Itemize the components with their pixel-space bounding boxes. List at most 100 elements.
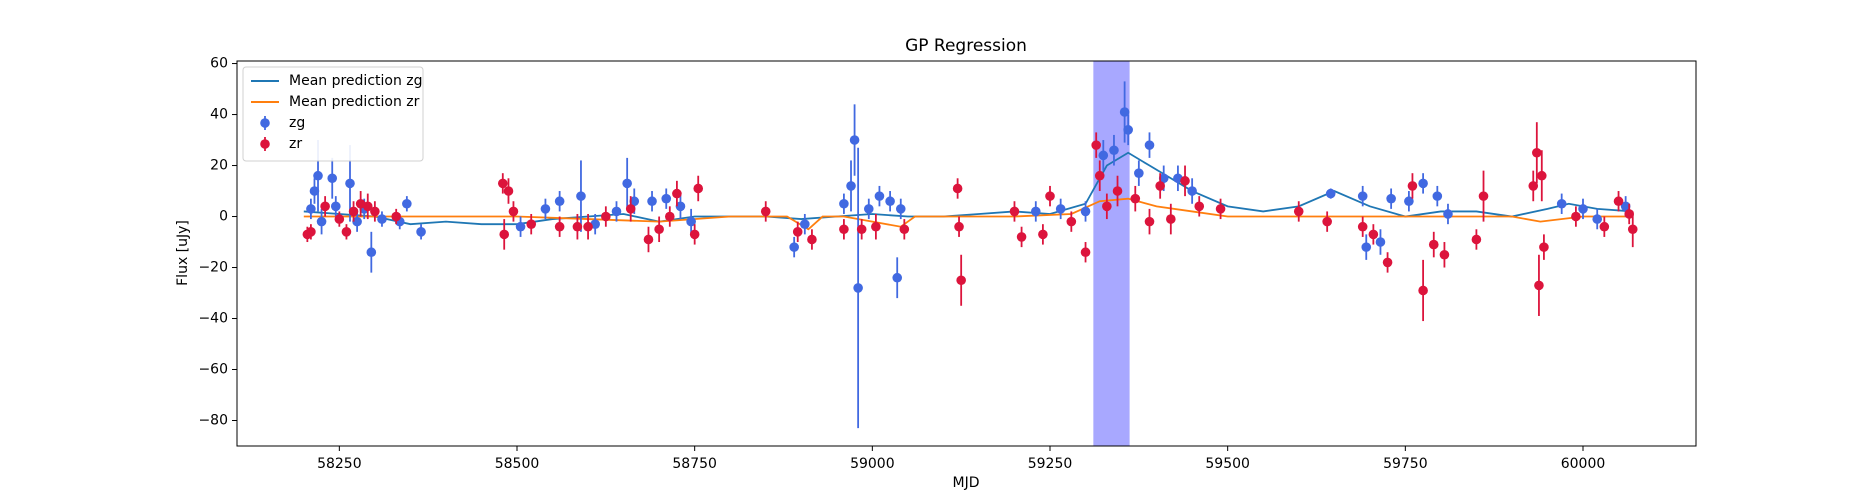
data-point <box>1293 206 1304 217</box>
data-point <box>647 196 657 207</box>
data-point <box>348 206 359 217</box>
data-point <box>1155 181 1165 191</box>
data-point <box>954 221 964 232</box>
data-point <box>1109 145 1119 156</box>
data-point <box>499 229 510 240</box>
y-tick-label: −60 <box>198 362 228 378</box>
data-point <box>1386 193 1396 204</box>
data-point <box>601 211 611 222</box>
data-point <box>306 204 316 214</box>
data-point <box>1016 232 1027 242</box>
x-axis-label: MJD <box>953 475 980 491</box>
data-point <box>956 275 966 286</box>
data-point <box>341 227 352 237</box>
legend: Mean prediction zg Mean prediction zr zg zr <box>242 66 424 162</box>
data-point <box>1592 214 1603 224</box>
y-tick-label: 60 <box>210 56 228 72</box>
data-point <box>554 196 565 207</box>
data-point <box>1045 191 1055 201</box>
data-point <box>1532 147 1542 158</box>
data-point <box>1134 168 1144 178</box>
data-point <box>1194 201 1205 212</box>
data-point <box>863 204 874 214</box>
data-point <box>1382 257 1393 268</box>
data-point <box>1428 239 1439 250</box>
data-point <box>885 196 895 207</box>
data-point <box>1556 198 1567 209</box>
data-point <box>515 221 526 232</box>
data-point <box>1102 201 1112 212</box>
plot-frame <box>236 60 1697 447</box>
y-tick-label: 0 <box>219 209 228 225</box>
data-point <box>892 272 903 283</box>
data-point <box>402 198 412 209</box>
data-point <box>345 178 355 189</box>
data-point <box>554 221 565 232</box>
data-point <box>952 183 963 194</box>
data-point <box>1627 224 1638 235</box>
legend-label: zr <box>289 136 302 152</box>
data-point <box>1534 280 1544 291</box>
data-point <box>693 183 704 194</box>
data-point <box>899 224 910 235</box>
data-point <box>1404 196 1414 207</box>
data-point <box>1119 107 1130 117</box>
data-point <box>1613 196 1624 207</box>
data-point <box>654 224 664 235</box>
y-tick-label: −80 <box>198 413 228 429</box>
data-point <box>689 229 700 240</box>
data-point <box>672 188 682 199</box>
data-point <box>309 186 320 196</box>
data-point <box>572 221 583 232</box>
data-point <box>1112 186 1123 196</box>
x-tick-label: 58500 <box>495 456 540 472</box>
data-point <box>1080 206 1091 217</box>
data-point <box>1361 242 1372 252</box>
data-point <box>792 227 803 237</box>
data-point <box>1325 188 1336 199</box>
y-tick-label: −20 <box>198 260 228 276</box>
y-tick-label: 40 <box>210 107 228 123</box>
data-point <box>871 221 881 232</box>
data-point <box>849 135 860 145</box>
data-point <box>1094 170 1105 181</box>
y-tick-label: −40 <box>198 311 228 327</box>
data-point <box>1215 204 1226 214</box>
data-point <box>334 214 345 224</box>
legend-label: Mean prediction zg <box>289 73 423 89</box>
data-point <box>661 193 672 204</box>
legend-marker <box>260 139 270 149</box>
data-point <box>895 204 906 214</box>
data-point <box>1536 170 1547 181</box>
legend-marker <box>260 118 270 128</box>
x-tick-label: 59500 <box>1205 456 1250 472</box>
data-point <box>1187 186 1197 196</box>
data-point <box>313 170 323 181</box>
data-point <box>1098 150 1109 161</box>
data-point <box>330 201 341 212</box>
data-point <box>1443 209 1453 219</box>
data-point <box>1418 285 1428 296</box>
data-point <box>370 206 380 217</box>
data-point <box>839 198 849 209</box>
data-point <box>1471 234 1482 245</box>
data-point <box>1158 173 1169 184</box>
data-point <box>789 242 799 252</box>
x-tick-label: 58250 <box>317 456 362 472</box>
legend-label: Mean prediction zr <box>289 94 420 110</box>
x-tick-label: 59750 <box>1383 456 1428 472</box>
data-point <box>1578 204 1588 214</box>
data-point <box>583 221 593 232</box>
data-point <box>377 214 387 224</box>
data-point <box>853 283 863 293</box>
y-axis-label: Flux [uJy] <box>175 220 191 286</box>
data-point <box>1439 249 1450 260</box>
data-point <box>366 247 377 258</box>
data-point <box>540 204 551 214</box>
data-point <box>629 196 640 207</box>
data-point <box>675 201 686 212</box>
data-point <box>1180 176 1190 186</box>
data-point <box>664 211 675 222</box>
data-point <box>1375 237 1386 247</box>
data-point <box>856 224 867 235</box>
